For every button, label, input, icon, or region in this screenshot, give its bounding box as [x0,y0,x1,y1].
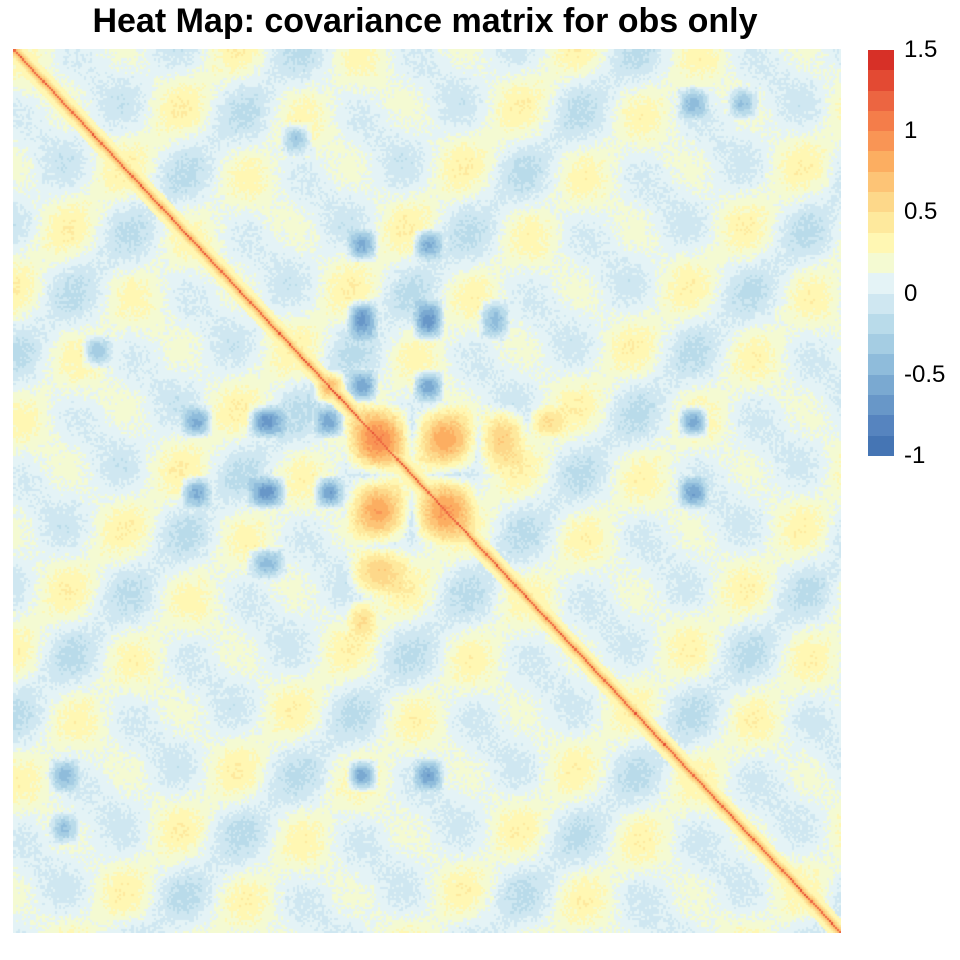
colorbar-tick-label: 0.5 [904,198,938,226]
colorbar-swatch [868,192,894,213]
colorbar-swatch [868,354,894,375]
colorbar-swatch [868,90,894,111]
colorbar-swatch [868,313,894,335]
colorbar-swatch [868,435,894,456]
colorbar-tick-label: 1 [904,117,918,145]
colorbar-swatch [868,171,894,193]
colorbar-tick-label: 0 [904,279,918,307]
colorbar-swatch [868,70,894,91]
colorbar-tick-label: -0.5 [904,360,946,388]
colorbar-swatch [868,273,894,294]
colorbar-swatch [868,50,894,71]
colorbar-swatch [868,334,894,355]
colorbar-swatch [868,110,894,132]
colorbar-swatch [868,415,894,436]
chart-title: Heat Map: covariance matrix for obs only [92,2,758,40]
colorbar-swatch [868,151,894,172]
colorbar-swatch [868,131,894,152]
colorbar-swatch [868,374,894,396]
heatmap-plot-area [13,49,841,933]
colorbar-swatch [868,293,894,314]
colorbar-swatch [868,395,894,416]
colorbar-legend [868,50,894,456]
colorbar-tick-label: 1.5 [904,36,938,63]
colorbar-swatch [868,212,894,233]
colorbar-tick-label: -1 [904,442,926,469]
colorbar-swatch [868,232,894,253]
colorbar-swatch [868,252,894,274]
